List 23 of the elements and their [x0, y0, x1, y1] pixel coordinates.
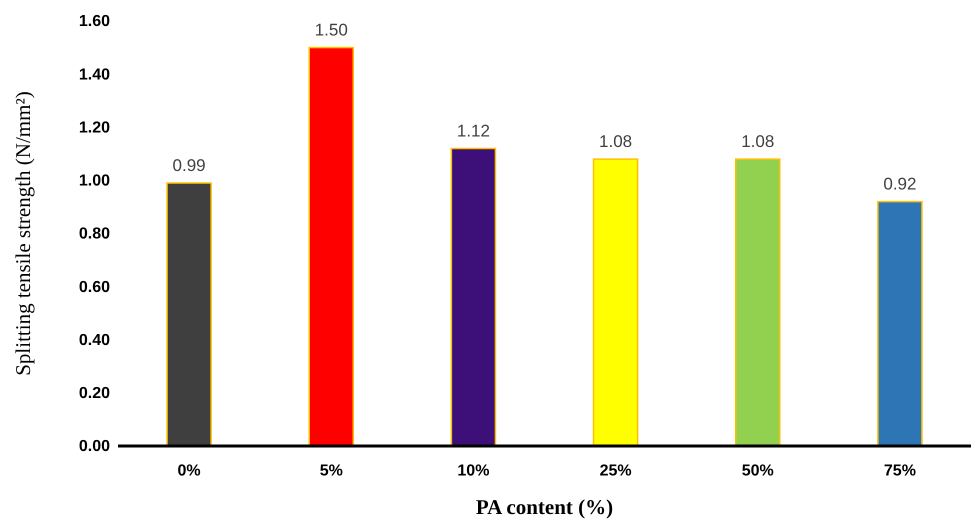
y-tick-label: 0.80	[78, 226, 110, 243]
y-tick-label: 0.00	[78, 438, 110, 456]
data-label: 1.12	[456, 122, 490, 140]
x-tick-label: 0%	[178, 462, 201, 480]
x-tick-label: 5%	[320, 462, 343, 480]
x-tick-label: 10%	[457, 462, 490, 480]
data-label: 1.50	[314, 20, 348, 40]
data-label: 1.08	[741, 132, 774, 152]
x-tick-label: 50%	[742, 462, 774, 480]
x-tick-label: 25%	[600, 462, 632, 480]
y-tick-label: 1.60	[78, 13, 110, 30]
x-tick-label: 75%	[884, 462, 916, 480]
data-label: 0.99	[172, 156, 206, 176]
y-tick-label: 0.20	[78, 384, 110, 402]
y-tick-label: 1.40	[78, 66, 110, 84]
y-tick-label: 0.60	[78, 278, 110, 296]
y-tick-label: 1.00	[78, 172, 110, 190]
data-label: 1.08	[599, 132, 632, 152]
data-label: 0.92	[883, 174, 916, 194]
y-tick-label: 1.20	[78, 119, 110, 136]
y-axis-title: Splitting tensile strength (N/mm²)	[11, 91, 35, 376]
x-axis-title: PA content (%)	[476, 495, 614, 519]
y-tick-label: 0.40	[78, 332, 110, 349]
